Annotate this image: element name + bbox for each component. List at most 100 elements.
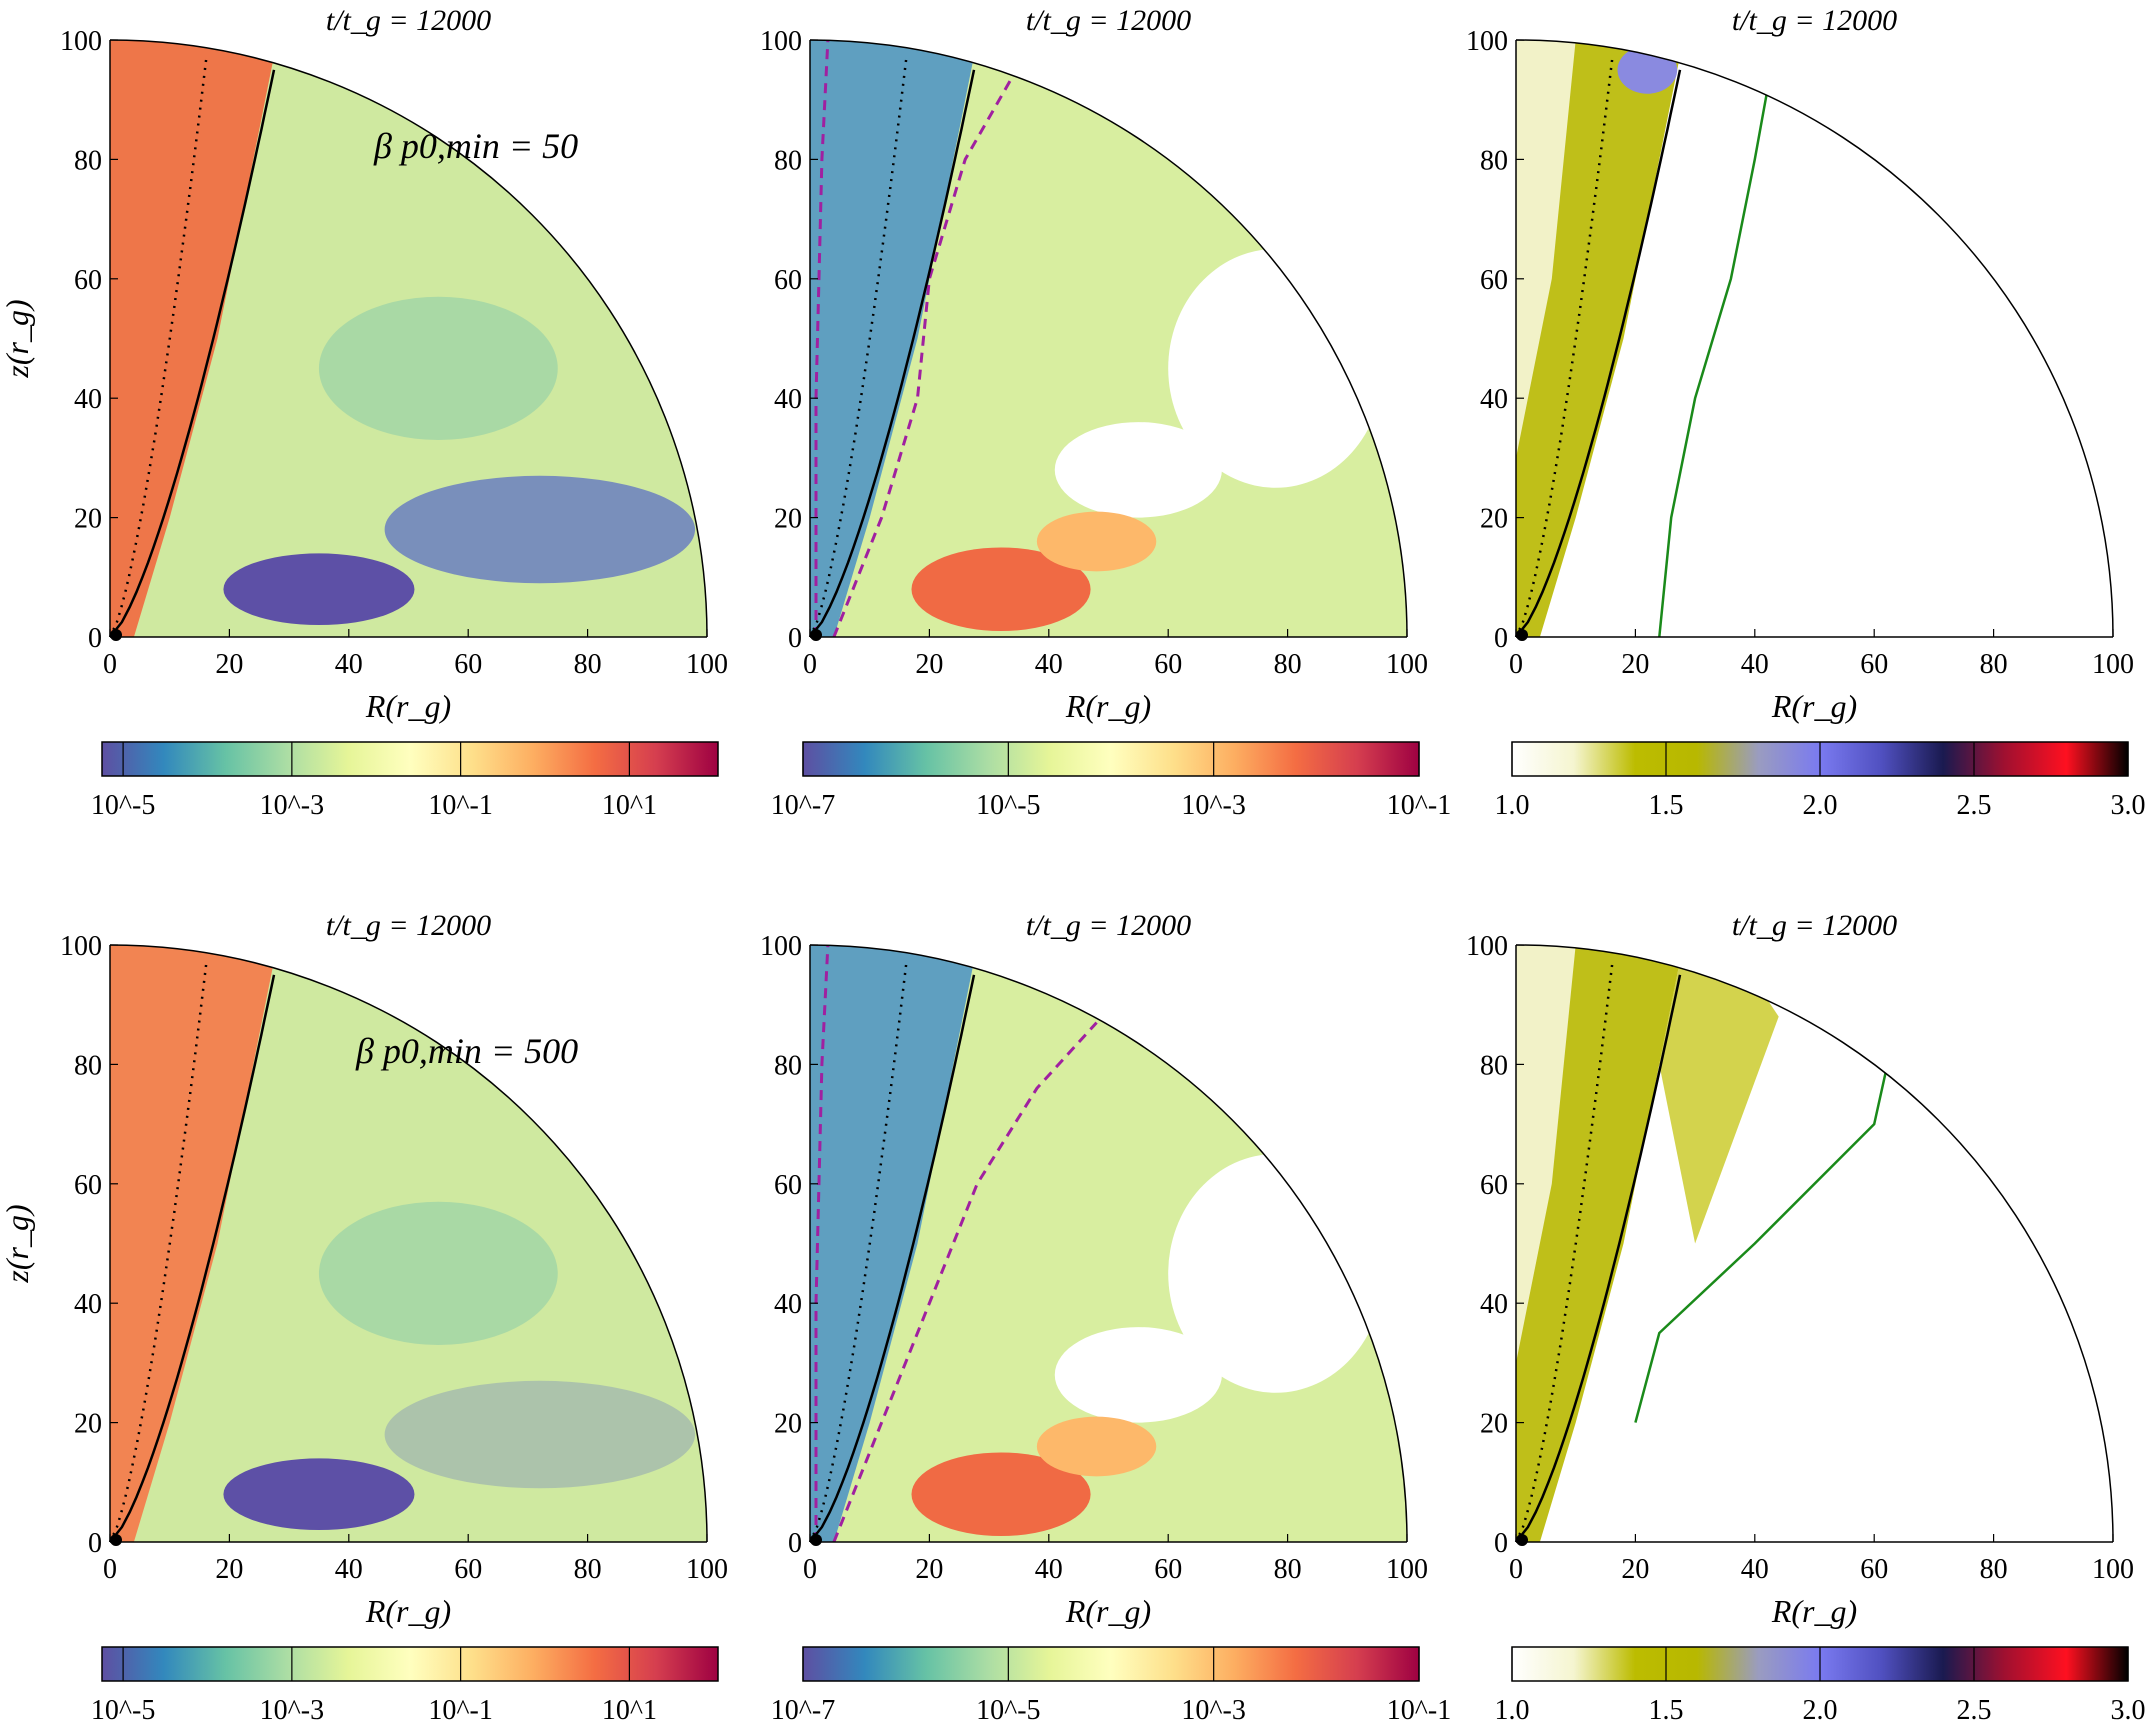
- y-axis-label: z(r_g): [0, 1204, 35, 1283]
- y-tick-label: 80: [1480, 1050, 1508, 1081]
- x-tick-label: 60: [1154, 1554, 1182, 1585]
- colorbar-tick-label: 10^-1: [1387, 1695, 1451, 1726]
- y-tick-label: 0: [88, 1528, 102, 1559]
- colorbar-tick-label: 10^-5: [91, 1695, 155, 1726]
- colorbar-tick-label: 2.5: [1957, 1695, 1992, 1726]
- x-tick-label: 80: [1980, 649, 2008, 680]
- x-axis-label: R(r_g): [365, 688, 451, 724]
- x-tick-label: 100: [2092, 649, 2134, 680]
- x-tick-label: 0: [803, 1554, 817, 1585]
- y-tick-label: 20: [774, 1409, 802, 1440]
- disk-region: [384, 1380, 696, 1489]
- colorbar-tick-label: 10^-5: [976, 790, 1040, 821]
- panel-r1-c2: 0 20 40 60 80 100 0 20 40 60 80 100 t/t_g = 12000 R(r…: [1466, 909, 2146, 1726]
- beta-annotation: β p0,min = 50: [373, 126, 578, 166]
- panel-r0-c2: 0 20 40 60 80 100 0 20 40 60 80 100 t/t_g = 12000 R(r…: [1466, 4, 2146, 821]
- y-tick-label: 60: [1480, 1170, 1508, 1201]
- panel-title: t/t_g = 12000: [326, 4, 491, 37]
- domain-arc: [109, 944, 708, 1543]
- boundary-dotted: [1514, 54, 1614, 638]
- x-axis-label: R(r_g): [1771, 1593, 1857, 1629]
- y-tick-label: 0: [1494, 1528, 1508, 1559]
- x-tick-label: 20: [215, 1554, 243, 1585]
- domain-arc: [109, 39, 708, 638]
- y-tick-label: 40: [1480, 1289, 1508, 1320]
- mid-region: [318, 296, 558, 440]
- x-tick-label: 60: [454, 649, 482, 680]
- mid-region: [318, 1201, 558, 1345]
- jet-region: [810, 945, 978, 1542]
- y-tick-label: 100: [60, 931, 102, 962]
- y-tick-label: 100: [1466, 931, 1508, 962]
- boundary-solid: [809, 69, 976, 638]
- boundary-solid: [109, 69, 276, 638]
- x-tick-label: 40: [1035, 649, 1063, 680]
- y-tick-label: 40: [74, 384, 102, 415]
- y-tick-label: 100: [760, 931, 802, 962]
- x-tick-label: 80: [574, 649, 602, 680]
- y-tick-label: 20: [74, 504, 102, 535]
- y-tick-label: 60: [774, 1170, 802, 1201]
- y-tick-label: 20: [1480, 1409, 1508, 1440]
- y-tick-label: 20: [1480, 504, 1508, 535]
- domain-arc: [809, 944, 1408, 1543]
- y-tick-label: 80: [1480, 145, 1508, 176]
- colorbar-tick-label: 3.0: [2111, 790, 2146, 821]
- x-tick-label: 20: [915, 1554, 943, 1585]
- high-lorentz-patch: [1617, 45, 1678, 94]
- x-tick-label: 60: [454, 1554, 482, 1585]
- y-tick-label: 40: [1480, 384, 1508, 415]
- x-tick-label: 20: [915, 649, 943, 680]
- x-tick-label: 20: [215, 649, 243, 680]
- lorentz-spread: [1659, 945, 1779, 1244]
- beta-annotation: β p0,min = 500: [355, 1031, 578, 1071]
- boundary-dotted: [1514, 959, 1614, 1543]
- boundary-dotted: [808, 54, 908, 638]
- boundary-solid: [809, 974, 976, 1543]
- x-axis-label: R(r_g): [1771, 688, 1857, 724]
- empty-region: [1054, 1327, 1222, 1423]
- dashed-contour: [832, 1021, 1098, 1542]
- dashed-contour: [832, 75, 1015, 637]
- x-tick-label: 0: [103, 649, 117, 680]
- panel-title: t/t_g = 12000: [326, 909, 491, 942]
- jet-region: [810, 40, 978, 637]
- heatmap-field: [1516, 40, 2113, 637]
- warm-region: [1036, 1416, 1157, 1477]
- heatmap-field: [810, 40, 1407, 637]
- y-tick-label: 80: [774, 145, 802, 176]
- x-tick-label: 100: [2092, 1554, 2134, 1585]
- colorbar-tick-label: 10^1: [602, 790, 657, 821]
- panel-r0-c1: 0 20 40 60 80 100 0 20 40 60 80 100 t/t_g = 12000 R(r…: [760, 4, 1451, 821]
- colorbar-tick-label: 10^-1: [1387, 790, 1451, 821]
- colorbar-tick-label: 10^-1: [428, 1695, 492, 1726]
- y-tick-label: 80: [74, 1050, 102, 1081]
- y-tick-label: 100: [60, 26, 102, 57]
- y-tick-label: 20: [74, 1409, 102, 1440]
- colorbar-tick-label: 10^-3: [260, 1695, 324, 1726]
- x-tick-label: 100: [1386, 649, 1428, 680]
- black-hole-marker: [110, 1534, 122, 1546]
- y-tick-label: 100: [760, 26, 802, 57]
- boundary-solid: [109, 974, 276, 1543]
- colorbar-tick-label: 1.5: [1649, 790, 1684, 821]
- heatmap-field: [1516, 945, 2113, 1542]
- x-tick-label: 60: [1860, 649, 1888, 680]
- colorbar: [802, 1646, 1420, 1682]
- colorbar-tick-label: 2.0: [1803, 1695, 1838, 1726]
- colorbar-tick-label: 10^-3: [1181, 790, 1245, 821]
- y-tick-label: 0: [788, 1528, 802, 1559]
- panel-r1-c0: 0 20 40 60 80 100 0 20 40 60 80 100 t/t_g = 12000 R(r…: [0, 909, 728, 1726]
- y-tick-label: 80: [774, 1050, 802, 1081]
- colorbar-tick-label: 10^-3: [1181, 1695, 1245, 1726]
- colorbar-tick-label: 10^-7: [771, 1695, 835, 1726]
- domain-arc: [1515, 39, 2114, 638]
- colorbar-tick-label: 1.5: [1649, 1695, 1684, 1726]
- x-tick-label: 20: [1621, 649, 1649, 680]
- y-tick-label: 60: [1480, 265, 1508, 296]
- x-tick-label: 20: [1621, 1554, 1649, 1585]
- boundary-solid: [1515, 69, 1682, 638]
- disk-region: [384, 475, 696, 584]
- colorbar-tick-label: 10^-3: [260, 790, 324, 821]
- y-tick-label: 100: [1466, 26, 1508, 57]
